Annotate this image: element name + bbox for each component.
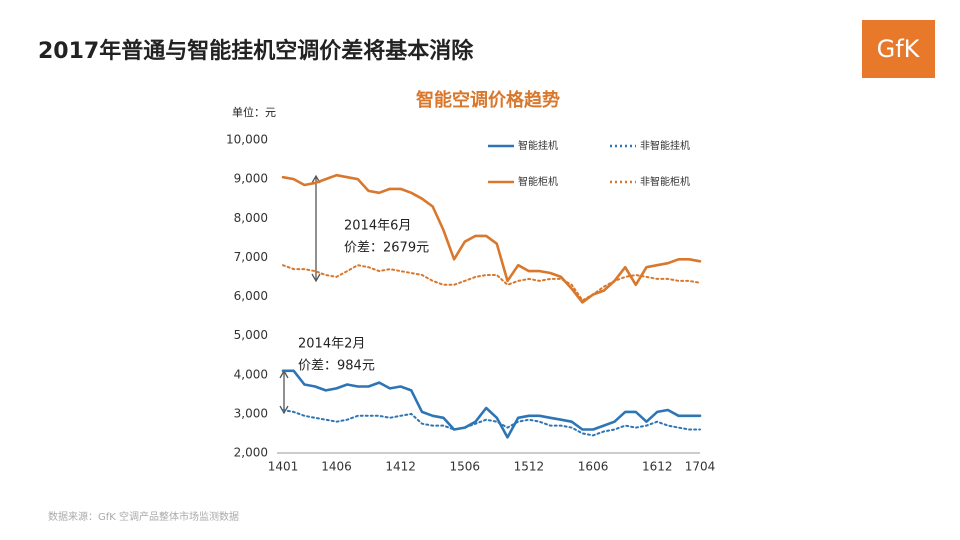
y-tick-label: 9,000 [234, 172, 268, 186]
y-tick-label: 4,000 [234, 367, 268, 381]
annotation: 价差：2679元 [344, 241, 429, 256]
y-tick-label: 5,000 [234, 328, 268, 342]
y-tick-label: 10,000 [226, 133, 268, 147]
y-tick-label: 6,000 [234, 289, 268, 303]
slide-title: 2017年普通与智能挂机空调价差将基本消除 [38, 38, 474, 64]
x-tick-label: 1506 [449, 460, 480, 474]
x-tick-label: 1512 [514, 460, 545, 474]
legend-label: 智能柜机 [518, 175, 558, 188]
annotation: 2014年6月 [344, 219, 411, 234]
legend-label: 智能挂机 [518, 139, 558, 152]
logo-box [862, 20, 935, 78]
series-line [281, 369, 702, 439]
y-tick-label: 7,000 [234, 250, 268, 264]
legend-label: 非智能挂机 [640, 139, 690, 152]
chart-title: 智能空调价格趋势 [416, 89, 560, 111]
annotation: 2014年2月 [298, 337, 365, 352]
y-tick-label: 2,000 [234, 446, 268, 460]
legend-label: 非智能柜机 [640, 175, 690, 188]
x-tick-label: 1406 [321, 460, 352, 474]
source: 数据来源：GfK 空调产品整体市场监测数据 [48, 510, 239, 523]
y-tick-label: 8,000 [234, 211, 268, 225]
series-line [281, 173, 702, 304]
unit-label: 单位：元 [232, 105, 276, 119]
annotation: 价差：984元 [298, 359, 375, 374]
x-tick-label: 1612 [642, 460, 673, 474]
y-tick-label: 3,000 [234, 406, 268, 420]
x-tick-label: 1704 [685, 460, 716, 474]
x-tick-label: 1606 [578, 460, 609, 474]
x-tick-label: 1401 [268, 460, 299, 474]
series-line [282, 409, 701, 437]
x-tick-label: 1412 [385, 460, 416, 474]
logo: GfK [877, 35, 921, 63]
